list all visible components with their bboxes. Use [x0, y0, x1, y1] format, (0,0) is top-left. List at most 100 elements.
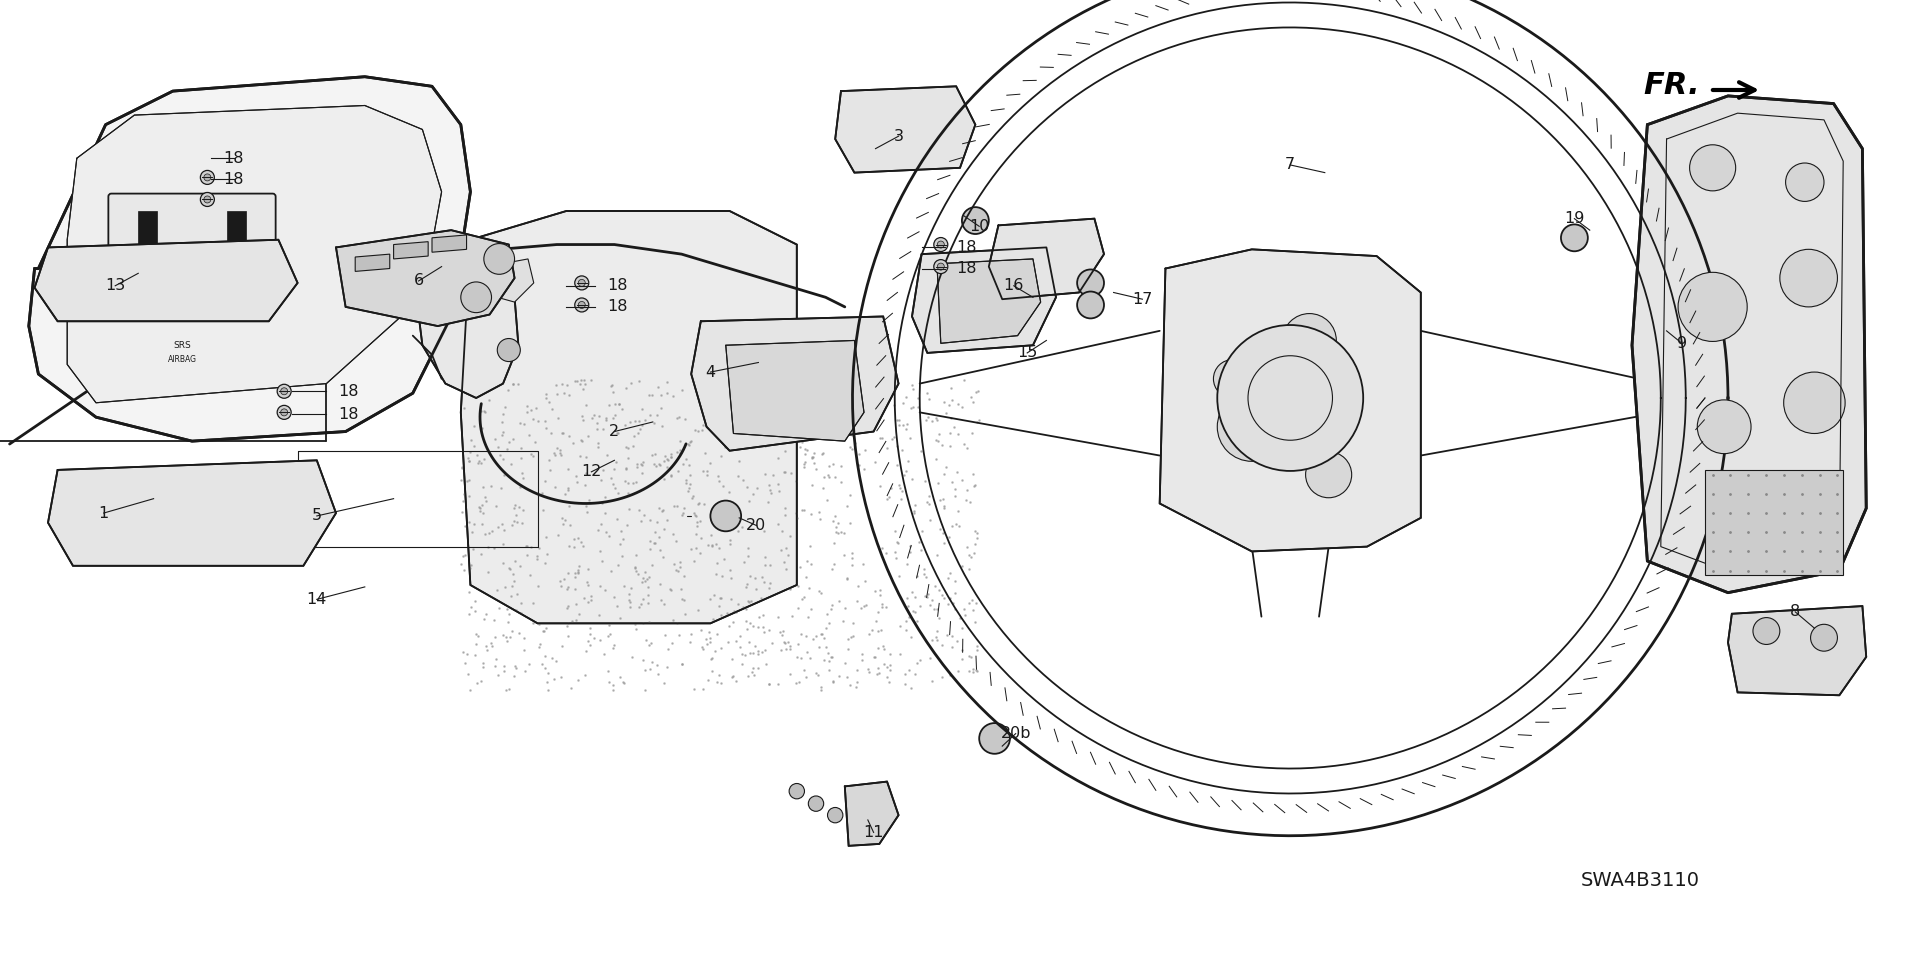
- Polygon shape: [394, 242, 428, 259]
- Point: [933, 529, 964, 545]
- Point: [837, 628, 868, 643]
- Point: [509, 664, 540, 679]
- Polygon shape: [355, 254, 390, 271]
- Point: [755, 622, 785, 638]
- Point: [597, 377, 628, 392]
- Point: [497, 518, 528, 533]
- Point: [603, 486, 634, 502]
- Polygon shape: [1728, 606, 1866, 695]
- Point: [837, 428, 868, 443]
- Point: [509, 631, 540, 646]
- Point: [751, 642, 781, 657]
- Point: [516, 447, 547, 462]
- Point: [530, 413, 561, 429]
- Point: [499, 500, 530, 515]
- Point: [470, 606, 501, 621]
- Point: [670, 411, 701, 427]
- Point: [586, 473, 616, 488]
- Point: [755, 478, 785, 493]
- Point: [632, 572, 662, 587]
- Point: [680, 508, 710, 524]
- Point: [925, 587, 956, 602]
- Circle shape: [497, 339, 520, 362]
- Point: [530, 648, 561, 664]
- Point: [902, 655, 933, 670]
- Point: [728, 657, 758, 672]
- Point: [693, 538, 724, 553]
- Point: [557, 613, 588, 628]
- Point: [810, 620, 841, 636]
- Point: [703, 425, 733, 440]
- Point: [774, 641, 804, 656]
- Point: [520, 551, 551, 567]
- Point: [639, 446, 670, 461]
- Point: [551, 618, 582, 633]
- Point: [933, 397, 964, 412]
- Point: [814, 615, 845, 630]
- Point: [643, 666, 674, 681]
- Point: [463, 628, 493, 643]
- Point: [885, 480, 916, 496]
- Point: [676, 542, 707, 557]
- Point: [935, 591, 966, 606]
- Point: [676, 491, 707, 506]
- Text: 18: 18: [338, 384, 359, 399]
- Point: [791, 669, 822, 685]
- Point: [445, 556, 476, 572]
- Point: [532, 666, 563, 681]
- Point: [636, 654, 666, 669]
- Point: [630, 663, 660, 678]
- Text: FR.: FR.: [1644, 72, 1701, 101]
- Point: [799, 450, 829, 465]
- Point: [739, 638, 770, 653]
- Point: [793, 609, 824, 624]
- Polygon shape: [157, 245, 227, 254]
- Point: [887, 395, 918, 410]
- Point: [482, 667, 513, 683]
- Point: [795, 396, 826, 411]
- Point: [574, 620, 605, 636]
- Point: [828, 393, 858, 409]
- Point: [505, 558, 536, 573]
- Point: [741, 480, 772, 496]
- Point: [870, 642, 900, 657]
- Point: [472, 564, 503, 579]
- Point: [937, 518, 968, 533]
- Point: [881, 535, 912, 550]
- Point: [647, 550, 678, 565]
- Point: [939, 573, 970, 588]
- Point: [492, 601, 522, 617]
- Point: [947, 620, 977, 636]
- Point: [962, 526, 993, 541]
- Point: [465, 500, 495, 515]
- Point: [684, 423, 714, 438]
- Point: [710, 439, 741, 455]
- Point: [647, 419, 678, 434]
- Point: [939, 481, 970, 497]
- Point: [705, 607, 735, 622]
- Point: [852, 662, 883, 677]
- Point: [929, 500, 960, 515]
- Point: [476, 636, 507, 651]
- Point: [791, 643, 822, 659]
- Point: [645, 542, 676, 557]
- Point: [703, 468, 733, 483]
- Point: [747, 391, 778, 407]
- Point: [465, 501, 495, 516]
- Point: [897, 584, 927, 599]
- Point: [641, 458, 672, 474]
- Point: [507, 465, 538, 480]
- Point: [762, 477, 793, 492]
- Point: [833, 631, 864, 646]
- Point: [561, 582, 591, 597]
- Point: [568, 372, 599, 387]
- Point: [634, 541, 664, 556]
- Point: [847, 600, 877, 616]
- Point: [924, 582, 954, 597]
- Point: [922, 630, 952, 645]
- Point: [783, 637, 814, 652]
- Point: [925, 493, 956, 508]
- Point: [555, 428, 586, 443]
- Point: [770, 554, 801, 570]
- Point: [453, 515, 484, 530]
